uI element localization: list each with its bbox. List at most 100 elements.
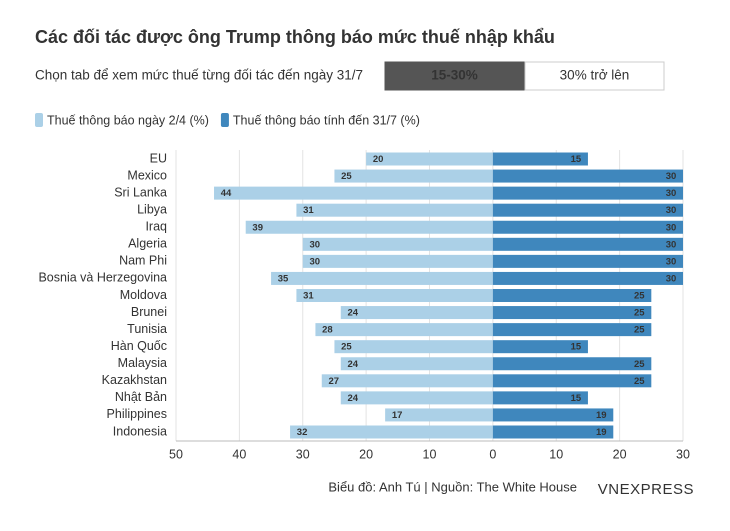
bar <box>492 271 683 285</box>
x-tick-label: 20 <box>359 447 373 461</box>
credit: Biểu đồ: Anh Tú | Nguồn: The White House <box>328 479 577 494</box>
data-label: 19 <box>596 410 607 421</box>
bar <box>492 357 652 371</box>
y-tick-label: Mexico <box>127 168 167 182</box>
data-label: 30 <box>666 239 677 250</box>
data-label: 30 <box>309 256 320 267</box>
data-label: 25 <box>634 376 645 387</box>
bar <box>296 289 493 302</box>
data-label: 30 <box>309 239 320 250</box>
x-tick-label: 50 <box>169 447 183 461</box>
data-label: 25 <box>341 342 352 353</box>
bar <box>385 408 493 422</box>
data-label: 30 <box>666 273 677 284</box>
y-tick-label: Malaysia <box>118 356 167 370</box>
data-label: 25 <box>634 359 645 370</box>
y-tick-label: Hàn Quốc <box>111 339 167 353</box>
y-tick-label: Libya <box>137 202 167 216</box>
y-tick-label: Algeria <box>128 237 167 251</box>
data-label: 24 <box>347 393 358 404</box>
x-tick-label: 10 <box>423 447 437 461</box>
x-tick-label: 30 <box>676 447 690 461</box>
tab-bg[interactable] <box>524 61 665 91</box>
bar <box>492 220 683 234</box>
data-label: 17 <box>392 410 403 421</box>
data-label: 25 <box>634 308 645 319</box>
y-tick-label: Nam Phi <box>119 254 167 268</box>
tab-label[interactable]: 15-30% <box>431 68 478 83</box>
bar <box>492 323 652 337</box>
y-tick-label: Sri Lanka <box>114 185 167 199</box>
logo: VNEXPRESS <box>598 481 694 498</box>
bar <box>245 220 493 234</box>
y-tick-label: Brunei <box>131 305 167 319</box>
data-label: 30 <box>666 256 677 267</box>
y-tick-label: Indonesia <box>113 424 167 438</box>
bar <box>334 340 493 354</box>
y-tick-label: Nhật Bản <box>115 390 167 404</box>
x-tick-label: 30 <box>296 447 310 461</box>
data-label: 30 <box>666 222 677 233</box>
bar <box>492 203 683 217</box>
tab[interactable]: 15-30% <box>384 61 525 91</box>
x-tick-label: 40 <box>232 447 246 461</box>
bar <box>492 289 652 302</box>
bar <box>340 306 493 320</box>
data-label: 44 <box>221 188 232 199</box>
y-tick-label: EU <box>150 151 167 165</box>
y-tick-label: Philippines <box>107 407 167 421</box>
data-label: 30 <box>666 205 677 216</box>
y-tick-label: Kazakhstan <box>102 373 167 387</box>
data-label: 31 <box>303 205 314 216</box>
legend-swatch <box>220 113 229 127</box>
bar <box>321 374 493 388</box>
bar <box>302 237 493 251</box>
data-label: 30 <box>666 171 677 182</box>
bar <box>492 408 614 422</box>
tab-label[interactable]: 30% trở lên <box>560 68 630 83</box>
bar <box>271 271 493 285</box>
data-label: 31 <box>303 291 314 302</box>
bar <box>334 169 493 183</box>
legend-swatch <box>35 113 43 127</box>
bar <box>214 186 493 200</box>
data-label: 25 <box>634 325 645 336</box>
data-label: 24 <box>347 308 358 319</box>
bar <box>290 425 493 439</box>
bar <box>340 357 493 371</box>
tab-bg[interactable] <box>384 61 525 91</box>
x-tick-label: 10 <box>549 447 563 461</box>
bar <box>492 152 588 166</box>
y-tick-label: Tunisia <box>127 322 167 336</box>
data-label: 32 <box>297 427 308 438</box>
chart-title: Các đối tác được ông Trump thông báo mức… <box>35 27 555 47</box>
data-label: 27 <box>328 376 339 387</box>
legend-label: Thuế thông báo tính đến 31/7 (%) <box>233 113 420 127</box>
data-label: 39 <box>252 222 263 233</box>
bar <box>296 203 493 217</box>
tab[interactable]: 30% trở lên <box>524 61 665 91</box>
intro-text: Chọn tab để xem mức thuế từng đối tác đế… <box>35 68 363 83</box>
bar <box>492 391 588 405</box>
bar <box>492 374 652 388</box>
bar <box>492 186 683 200</box>
bar <box>340 391 493 405</box>
data-label: 25 <box>341 171 352 182</box>
bar <box>492 237 683 251</box>
data-label: 15 <box>571 154 582 165</box>
bar <box>315 323 493 337</box>
legend-label: Thuế thông báo ngày 2/4 (%) <box>47 113 209 127</box>
y-tick-label: Bosnia và Herzegovina <box>38 271 167 285</box>
data-label: 24 <box>347 359 358 370</box>
y-tick-label: Moldova <box>120 288 167 302</box>
data-label: 15 <box>571 393 582 404</box>
data-label: 19 <box>596 427 607 438</box>
data-label: 20 <box>373 154 384 165</box>
bar <box>492 425 614 439</box>
x-tick-label: 0 <box>489 447 496 461</box>
bar <box>492 254 683 268</box>
bar <box>492 169 683 183</box>
bar <box>492 306 652 320</box>
bar <box>366 152 493 166</box>
